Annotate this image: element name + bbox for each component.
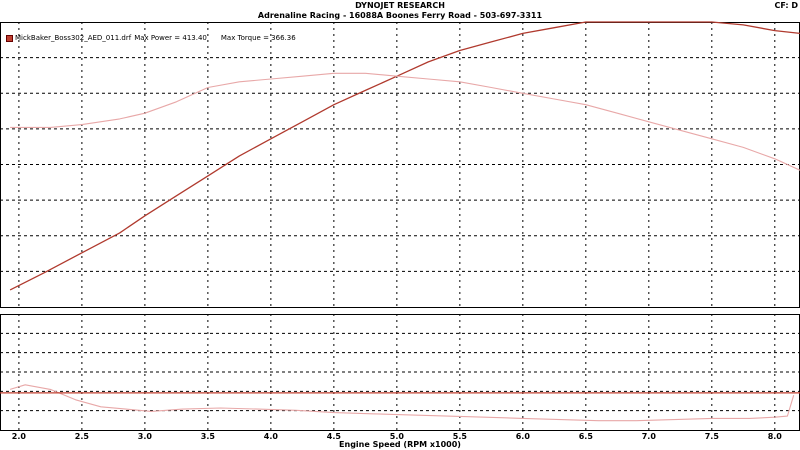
power-series-line [9, 21, 800, 291]
x-tick-label: 8.0 [768, 432, 783, 441]
torque-series-line [10, 72, 800, 171]
x-tick-label: 3.0 [138, 432, 153, 441]
afr-series-line [9, 384, 795, 422]
x-tick-label: 7.5 [705, 432, 720, 441]
x-tick-label: 3.5 [201, 432, 216, 441]
x-tick-label: 2.5 [75, 432, 90, 441]
top-panel-grid [0, 22, 800, 308]
shop-info: Adrenaline Racing - 16088A Boones Ferry … [257, 11, 543, 20]
bottom-panel-grid [0, 314, 800, 431]
x-tick-label: 4.5 [327, 432, 342, 441]
x-tick-label: 7.0 [642, 432, 657, 441]
legend: MickBaker_Boss302_AED_011.drf Max Power … [6, 34, 296, 42]
series-layer [0, 21, 800, 422]
chart-title: DYNOJET RESEARCH [355, 1, 445, 10]
x-tick-label: 6.5 [579, 432, 594, 441]
x-tick-labels: 2.0 2.5 3.0 3.5 4.0 4.5 5.0 5.5 6.0 6.5 7.0 7.5 8.0 [12, 432, 783, 441]
max-power-label: Max Power = 413.40 [134, 34, 207, 42]
x-tick-label: 2.0 [12, 432, 27, 441]
x-tick-label: 5.5 [453, 432, 468, 441]
x-tick-label: 6.0 [516, 432, 531, 441]
x-axis-label: Engine Speed (RPM x1000) [339, 440, 461, 449]
correction-factor: CF: D [774, 1, 798, 10]
run-name: MickBaker_Boss302_AED_011.drf [15, 34, 132, 42]
x-tick-label: 5.0 [390, 432, 405, 441]
x-tick-label: 4.0 [264, 432, 279, 441]
run-color-swatch [6, 34, 13, 42]
max-torque-label: Max Torque = 366.36 [220, 34, 296, 42]
